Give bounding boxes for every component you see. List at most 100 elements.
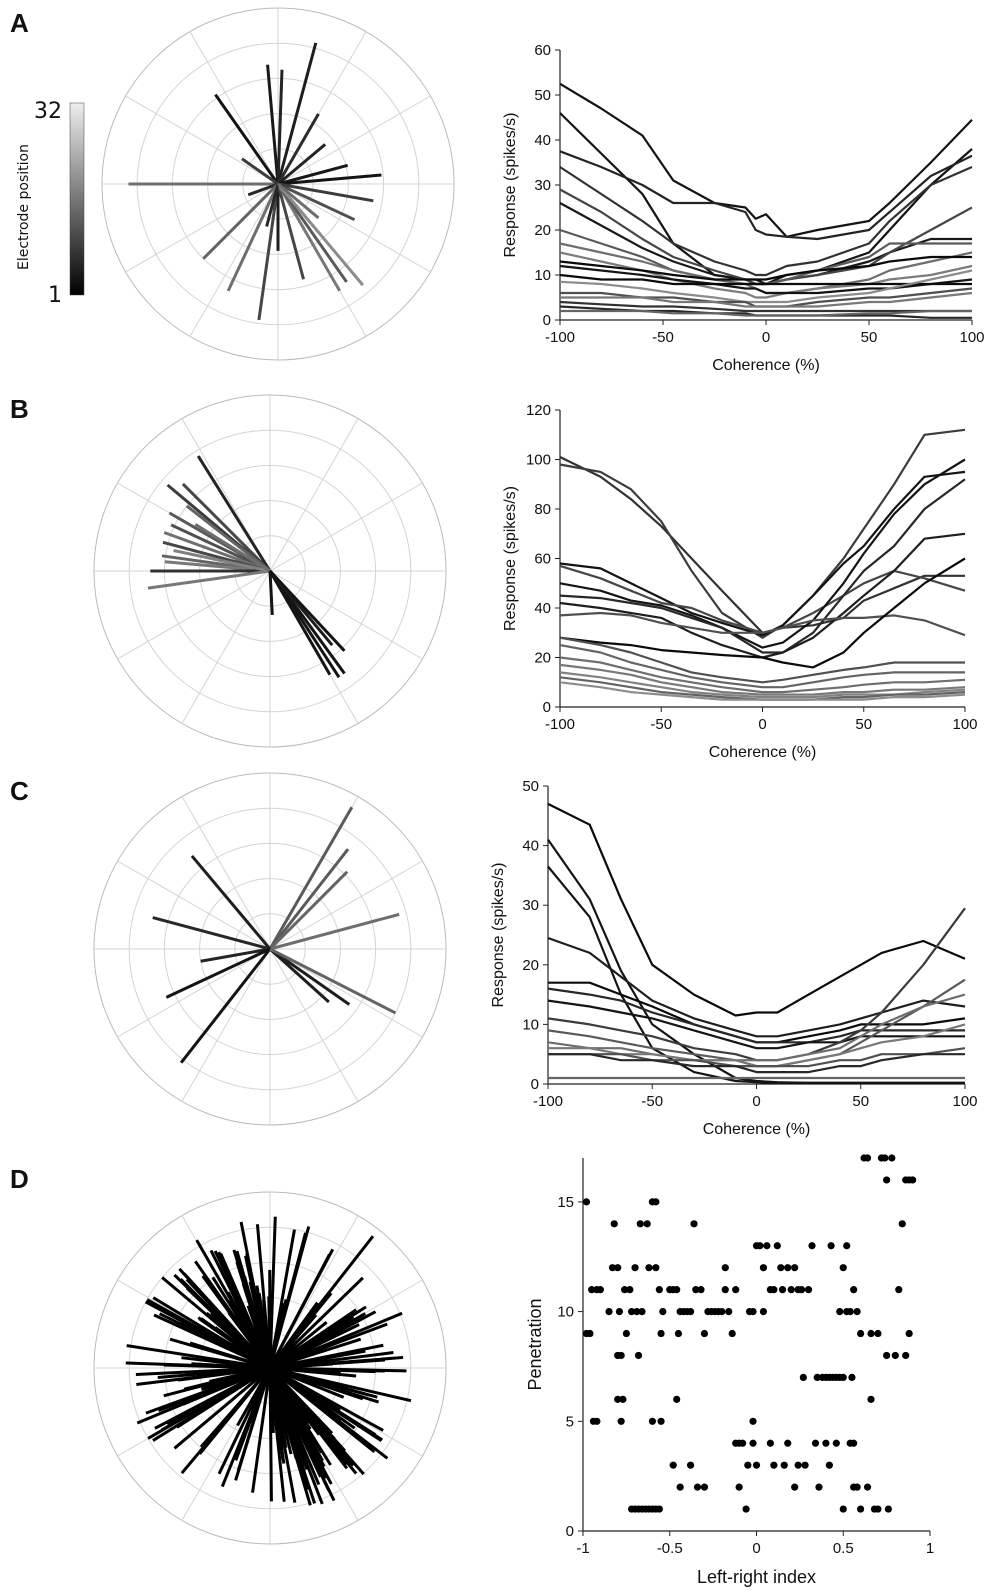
polar-spoke bbox=[117, 570, 271, 660]
polar-spoke bbox=[117, 860, 271, 950]
scatter-point bbox=[759, 1264, 768, 1272]
scatter-point bbox=[905, 1329, 913, 1338]
y-axis-label: Response (spikes/s) bbox=[502, 486, 519, 631]
polar-spoke bbox=[277, 95, 431, 185]
y-tick-label: 60 bbox=[534, 551, 551, 568]
panel-letter-c: C bbox=[10, 776, 29, 806]
polar-ray bbox=[170, 523, 271, 573]
scatter-point bbox=[617, 1417, 625, 1425]
colorbar-min-label: 1 bbox=[48, 283, 62, 308]
polar-ray bbox=[147, 569, 271, 590]
polar-ray bbox=[227, 1311, 272, 1369]
x-tick-label: -1 bbox=[576, 1540, 589, 1557]
polar-ray bbox=[183, 1366, 271, 1391]
polar-ray bbox=[268, 1276, 364, 1370]
polar-ray bbox=[268, 806, 354, 950]
series-line bbox=[559, 112, 973, 286]
polar-ray bbox=[189, 1341, 271, 1370]
y-tick-label: 100 bbox=[526, 452, 551, 469]
scatter-point bbox=[588, 1286, 596, 1294]
polar-ray bbox=[217, 1367, 272, 1475]
scatter-point bbox=[749, 1439, 757, 1447]
scatter-point bbox=[773, 1242, 781, 1250]
scatter-point bbox=[850, 1439, 858, 1447]
scatter-point bbox=[692, 1286, 700, 1294]
polar-ray bbox=[136, 1366, 271, 1425]
scatter-point bbox=[888, 1154, 896, 1162]
x-axis-label: Coherence (%) bbox=[712, 357, 820, 374]
scatter-point bbox=[657, 1417, 665, 1425]
scatter-point bbox=[621, 1286, 629, 1294]
y-tick-label: 15 bbox=[557, 1194, 574, 1211]
series-line bbox=[547, 987, 965, 1044]
scatter-point bbox=[778, 1286, 787, 1294]
colorbar-gradient bbox=[69, 102, 85, 296]
scatter-point bbox=[676, 1483, 684, 1491]
series-line bbox=[548, 1047, 966, 1068]
series-line bbox=[559, 428, 966, 639]
scatter-point bbox=[718, 1307, 726, 1316]
scatter-point bbox=[763, 1242, 771, 1250]
scatter-point bbox=[614, 1264, 622, 1272]
scatter-point bbox=[648, 1417, 657, 1425]
scatter-point bbox=[811, 1439, 820, 1447]
scatter-point bbox=[690, 1220, 698, 1228]
scatter-point bbox=[655, 1505, 663, 1513]
scatter-point bbox=[867, 1395, 875, 1403]
polar-spoke bbox=[117, 948, 271, 1038]
scatter-point bbox=[799, 1373, 807, 1382]
scatter-point bbox=[643, 1220, 651, 1228]
scatter-point bbox=[857, 1505, 865, 1513]
colorbar-max-label: 32 bbox=[34, 99, 62, 124]
polar-ray bbox=[251, 1367, 272, 1493]
x-tick-label: -100 bbox=[533, 1093, 563, 1110]
polar-ray bbox=[266, 64, 280, 185]
scatter-point bbox=[902, 1351, 910, 1360]
scatter-point bbox=[652, 1198, 660, 1206]
scatter-point bbox=[674, 1329, 683, 1338]
scatter-point bbox=[791, 1264, 799, 1272]
scatter-point bbox=[693, 1483, 702, 1491]
scatter-point bbox=[850, 1286, 858, 1294]
scatter-point bbox=[659, 1307, 667, 1316]
scatter-point bbox=[815, 1483, 823, 1491]
polar-ray bbox=[267, 1296, 272, 1369]
y-tick-label: 0 bbox=[543, 312, 551, 329]
polar-ray bbox=[163, 531, 271, 573]
polar-ray bbox=[173, 549, 271, 573]
polar-ray bbox=[199, 1367, 272, 1448]
x-tick-label: 100 bbox=[952, 716, 977, 733]
series-line bbox=[547, 999, 965, 1050]
scatter-point bbox=[655, 1286, 663, 1294]
x-tick-label: 0 bbox=[752, 1093, 760, 1110]
series-line bbox=[560, 309, 972, 317]
scatter-point bbox=[638, 1307, 646, 1316]
polar-spoke bbox=[269, 418, 359, 572]
scatter-point bbox=[744, 1461, 752, 1469]
polar-ray bbox=[276, 183, 341, 292]
scatter-point bbox=[839, 1505, 847, 1513]
polar-ray bbox=[179, 948, 272, 1064]
scatter-point bbox=[794, 1461, 802, 1469]
x-tick-label: -0.5 bbox=[657, 1540, 683, 1557]
scatter-point bbox=[614, 1395, 622, 1403]
polar-ray bbox=[173, 1366, 271, 1450]
scatter-point bbox=[898, 1220, 906, 1228]
polar-spoke bbox=[181, 948, 271, 1102]
polar-ray bbox=[276, 183, 348, 283]
polar-ray bbox=[268, 1232, 307, 1369]
x-tick-label: 0 bbox=[762, 329, 770, 346]
polar-ray bbox=[269, 947, 351, 1006]
series-line bbox=[559, 681, 966, 701]
scatter-point bbox=[863, 1483, 872, 1491]
polar-ray bbox=[165, 947, 271, 999]
y-axis-label: Response (spikes/s) bbox=[490, 863, 507, 1008]
scatter-point bbox=[749, 1307, 757, 1316]
scatter-point bbox=[853, 1483, 861, 1491]
scatter-point bbox=[586, 1329, 594, 1338]
scatter-point bbox=[749, 1417, 757, 1425]
y-tick-label: 5 bbox=[566, 1413, 574, 1430]
y-tick-label: 10 bbox=[534, 267, 551, 284]
polar-ray bbox=[269, 1315, 355, 1370]
